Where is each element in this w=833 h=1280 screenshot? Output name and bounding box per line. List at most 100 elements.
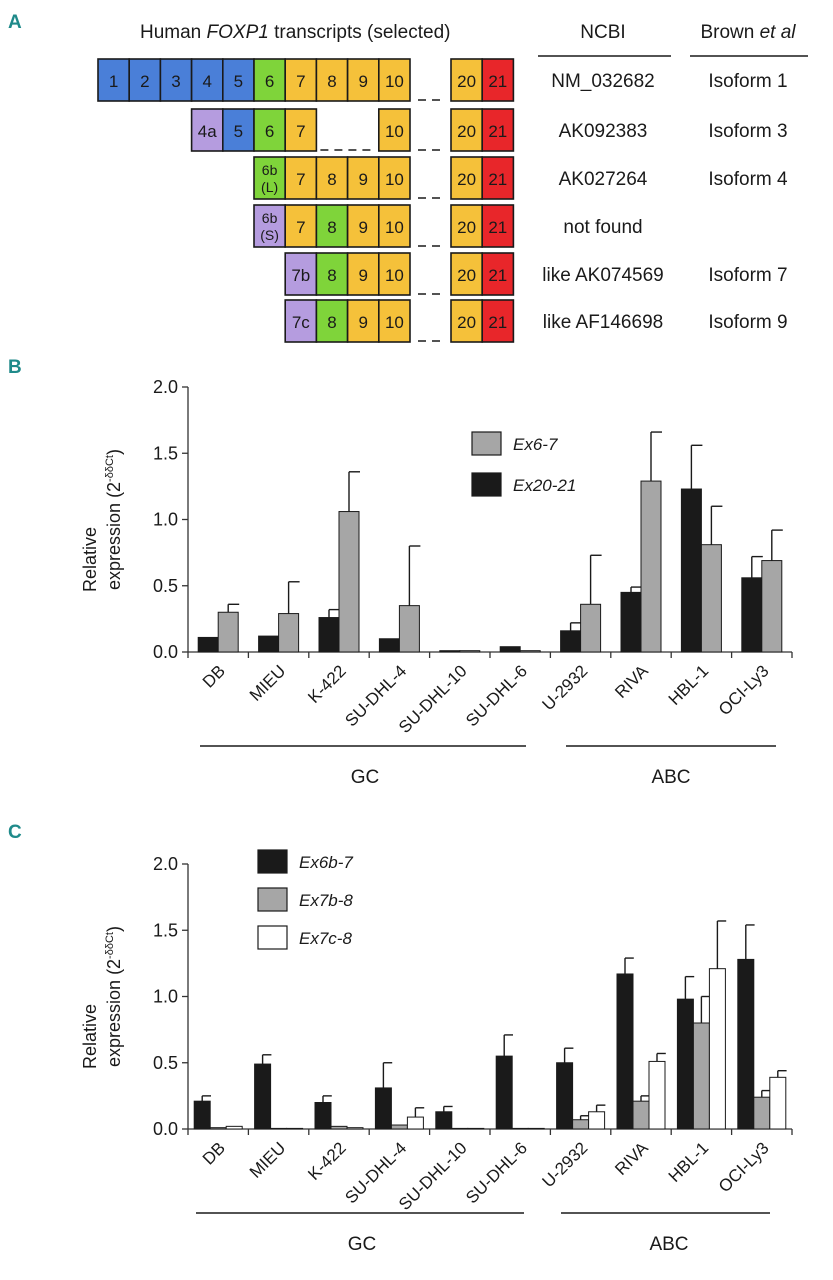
exon-label: 9 [358, 170, 367, 189]
bar-ex7b-8 [451, 1127, 469, 1130]
exon-box [450, 58, 484, 102]
ncbi-accession: not found [563, 217, 642, 238]
exon-box [450, 299, 484, 343]
bar-ex7c-8 [346, 1127, 364, 1130]
panel-b-letter: B [8, 357, 22, 378]
bar-ex6-7 [519, 650, 541, 653]
exon-label: 20 [457, 170, 476, 189]
bar-ex6-7 [278, 613, 300, 653]
bar-ex7c-8 [225, 1125, 243, 1130]
exon-box [253, 108, 287, 152]
category-label: RIVA [611, 1138, 652, 1179]
exon-box [284, 204, 318, 248]
y-tick-label: 0.0 [153, 642, 178, 662]
y-tick-label: 0.5 [153, 576, 178, 596]
exon-label: 7 [296, 122, 305, 141]
exon-label: 3 [171, 72, 180, 91]
category-label: SU-DHL-6 [462, 661, 531, 730]
bar-ex7b-8 [270, 1127, 288, 1130]
exon-sublabel: (L) [261, 179, 278, 195]
exon-box [346, 58, 380, 102]
exon-label: 6b [262, 210, 278, 226]
exon-label: 5 [234, 122, 243, 141]
bar-ex7b-8 [330, 1125, 348, 1130]
bar-ex7c-8 [648, 1060, 666, 1130]
y-axis-label-line2: expression (2-δδCt) [104, 449, 124, 590]
exon-label: 20 [457, 218, 476, 237]
bar-ex20-21 [318, 617, 340, 653]
category-label: MIEU [246, 661, 289, 704]
bar-ex7c-8 [527, 1127, 545, 1130]
group-label: ABC [649, 1234, 688, 1255]
bar-ex7c-8 [286, 1127, 304, 1130]
panel-a-letter: A [8, 12, 22, 33]
isoform-label: Isoform 1 [708, 71, 787, 92]
group-label: GC [351, 767, 380, 788]
bar-ex20-21 [378, 638, 400, 653]
bar-ex6b-7 [193, 1100, 211, 1130]
ncbi-accession: like AF146698 [543, 312, 663, 333]
isoform-label: Isoform 7 [708, 265, 787, 286]
exon-label: 21 [488, 122, 507, 141]
bar-ex6-7 [459, 650, 481, 653]
y-tick-label: 0.0 [153, 1119, 178, 1139]
bar-ex20-21 [620, 591, 642, 653]
exon-sublabel: (S) [260, 227, 279, 243]
bar-ex20-21 [499, 646, 521, 653]
ncbi-accession: AK027264 [559, 169, 648, 190]
bar-ex6b-7 [556, 1062, 574, 1130]
category-label: K-422 [304, 1138, 350, 1184]
bar-ex7b-8 [632, 1100, 650, 1130]
bar-ex20-21 [439, 650, 461, 653]
isoform-label: Isoform 3 [708, 121, 787, 142]
exon-box [481, 204, 515, 248]
bar-ex6-7 [700, 544, 722, 653]
bar-ex7b-8 [572, 1119, 590, 1130]
exon-box [284, 156, 318, 200]
transcript-row: 1 2 3 4 5 6 7 8 9 10 20 21 NM_032682 Isoform 1 [97, 58, 788, 102]
ncbi-accession: NM_032682 [551, 71, 655, 92]
exon-label: 4a [198, 122, 217, 141]
bar-ex7c-8 [769, 1076, 787, 1130]
exon-label: 9 [358, 313, 367, 332]
exon-box [253, 58, 287, 102]
exon-label: 10 [385, 313, 404, 332]
legend-swatch [257, 887, 288, 912]
legend-swatch [471, 431, 502, 456]
exon-box [346, 252, 380, 296]
exon-label: 10 [385, 72, 404, 91]
transcript-diagram: 1 2 3 4 5 6 7 8 9 10 20 21 NM_032682 Isoform 1 4a 5 6 7 10… [97, 58, 788, 343]
group-label: GC [348, 1234, 377, 1255]
exon-label: 20 [457, 72, 476, 91]
exon-label: 21 [488, 266, 507, 285]
legend-label: Ex20-21 [513, 476, 576, 495]
bar-ex7c-8 [406, 1116, 424, 1130]
transcript-row: 6b(S) 7 8 9 10 20 21 not found [253, 204, 643, 248]
transcript-row: 6b(L) 7 8 9 10 20 21 AK027264 Isoform 4 [253, 156, 788, 200]
bar-ex7b-8 [692, 1022, 710, 1130]
bar-ex6b-7 [616, 973, 634, 1130]
exon-box [315, 156, 349, 200]
exon-box [190, 58, 224, 102]
exon-box [377, 156, 411, 200]
exon-box [284, 108, 318, 152]
exon-box [315, 299, 349, 343]
bar-ex6-7 [398, 605, 420, 653]
category-label: SU-DHL-6 [462, 1138, 531, 1207]
exon-label: 21 [488, 218, 507, 237]
legend-swatch [471, 472, 502, 497]
exon-label: 10 [385, 266, 404, 285]
exon-box [377, 204, 411, 248]
exon-label: 21 [488, 313, 507, 332]
bar-ex7b-8 [209, 1127, 227, 1130]
bar-ex6b-7 [737, 958, 755, 1130]
exon-box [284, 252, 318, 296]
bar-ex7c-8 [467, 1127, 485, 1130]
bar-ex7b-8 [390, 1124, 408, 1130]
exon-label: 7 [296, 170, 305, 189]
exon-label: 20 [457, 266, 476, 285]
exon-box [190, 108, 224, 152]
y-axis-label-line1: Relative [80, 527, 100, 592]
exon-box [377, 299, 411, 343]
